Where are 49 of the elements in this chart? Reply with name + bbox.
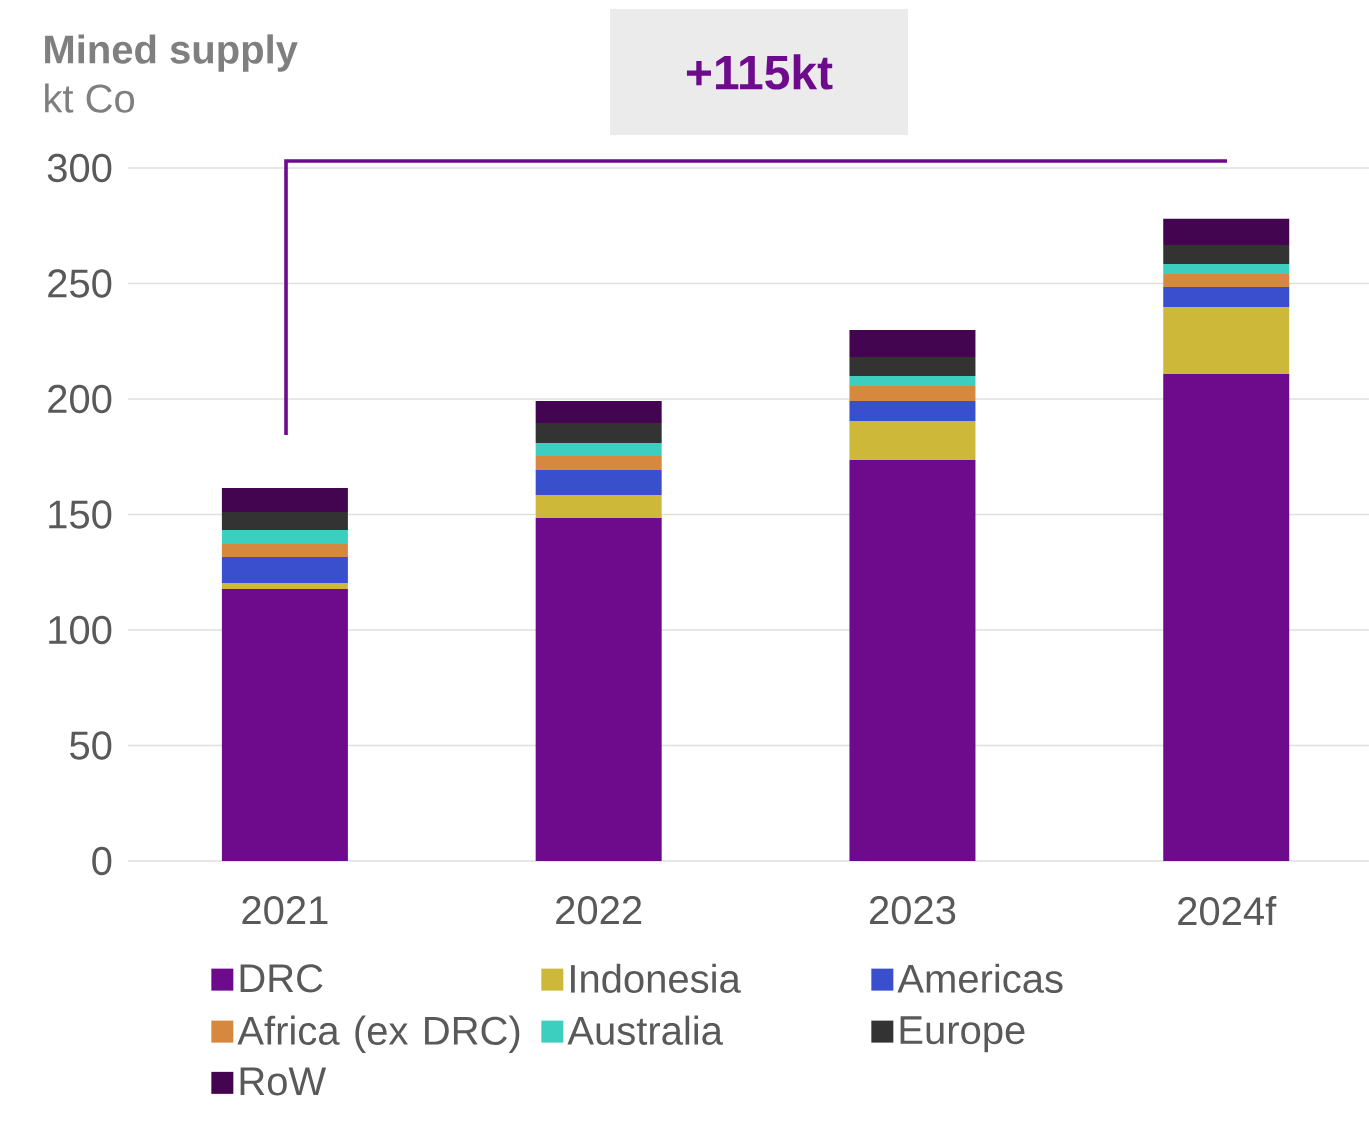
x-tick-label: 2023 xyxy=(869,896,956,925)
x-tick-label: 2024f xyxy=(1178,896,1277,926)
y-tick-label: 0 xyxy=(92,846,112,876)
bar xyxy=(221,487,348,512)
chart-title: Mined supply xyxy=(45,34,298,72)
x-tick-label: 2021 xyxy=(242,896,328,925)
bar xyxy=(221,589,348,861)
chart-subtitle: kt Co xyxy=(45,83,135,113)
bar xyxy=(849,329,976,357)
bar xyxy=(849,356,976,376)
y-tick-label: 300 xyxy=(47,153,112,183)
y-tick-label: 100 xyxy=(49,615,112,645)
legend-label: Australia xyxy=(567,1015,723,1045)
bar xyxy=(221,583,348,590)
legend-label: Americas xyxy=(897,963,1063,993)
bar xyxy=(1163,307,1290,375)
bar xyxy=(849,401,976,421)
bar xyxy=(221,556,348,584)
text: +115kt xyxy=(686,54,833,90)
bar xyxy=(1163,244,1290,265)
bar xyxy=(849,375,976,387)
bar xyxy=(221,544,348,557)
bar xyxy=(849,386,976,402)
bar xyxy=(221,529,348,545)
bar xyxy=(535,401,662,424)
bar xyxy=(535,495,662,518)
bar xyxy=(535,456,662,470)
y-tick-label: 150 xyxy=(49,500,112,529)
y-tick-label: 200 xyxy=(48,384,112,414)
bar xyxy=(535,469,662,496)
bar xyxy=(1163,274,1290,287)
bar xyxy=(1163,218,1290,245)
legend-label: RoW xyxy=(240,1067,327,1096)
bar xyxy=(1163,374,1290,861)
x-tick-label: 2022 xyxy=(556,896,642,925)
bar xyxy=(849,459,976,861)
y-tick-label: 50 xyxy=(70,731,112,760)
legend-label: Europe xyxy=(900,1016,1025,1053)
bar xyxy=(849,420,976,460)
bar xyxy=(1163,286,1290,308)
legend-label: Indonesia xyxy=(571,963,741,993)
bar xyxy=(535,517,662,861)
bar xyxy=(535,442,662,457)
legend-label: DRC xyxy=(240,964,323,993)
legend-label: Africa (ex DRC) xyxy=(237,1015,520,1053)
bar xyxy=(535,423,662,443)
bar xyxy=(221,511,348,530)
bar xyxy=(1163,264,1290,275)
y-tick-label: 250 xyxy=(48,269,112,298)
